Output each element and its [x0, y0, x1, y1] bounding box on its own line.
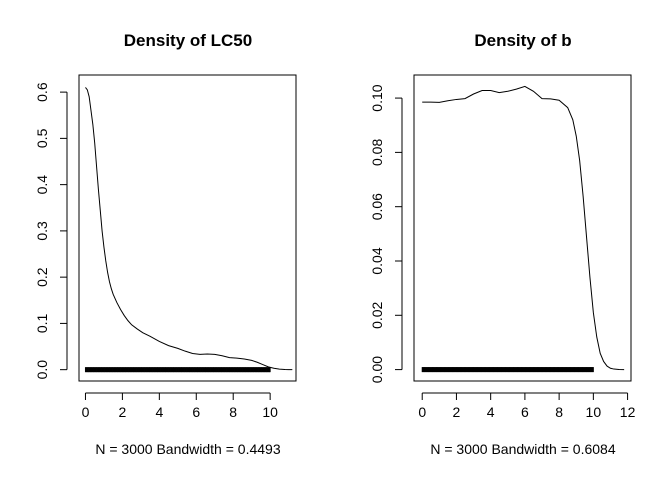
x-axis: 0 2 4 6 8 10	[82, 392, 278, 420]
x-tick-label: 2	[119, 404, 127, 420]
x-tick-label: 12	[620, 404, 636, 420]
rug-marks	[84, 367, 271, 373]
x-tick-label: 8	[555, 404, 563, 420]
x-axis-label: N = 3000 Bandwidth = 0.4493	[95, 441, 280, 457]
x-tick-label: 6	[521, 404, 529, 420]
density-curve	[422, 85, 625, 371]
x-tick-label: 8	[229, 404, 237, 420]
y-tick-label: 0.06	[369, 193, 385, 220]
x-tick-label: 4	[155, 404, 163, 420]
x-axis-label: N = 3000 Bandwidth = 0.6084	[430, 441, 615, 457]
x-tick-label: 10	[262, 404, 278, 420]
y-tick-label: 0.00	[369, 356, 385, 383]
x-tick-label: 0	[82, 404, 90, 420]
x-tick-label: 6	[192, 404, 200, 420]
density-curve	[85, 87, 293, 371]
chart-title: Density of LC50	[124, 31, 252, 50]
chart-title: Density of b	[474, 31, 571, 50]
x-tick-label: 0	[418, 404, 426, 420]
lc50-density-panel: Density of LC50 0 2 4 6 8 10 0.00.10.20.30.40…	[34, 31, 297, 457]
y-tick-label: 0.1	[34, 313, 50, 333]
plot-frame	[413, 74, 632, 382]
plot-frame	[78, 74, 297, 382]
x-tick-label: 2	[453, 404, 461, 420]
y-tick-label: 0.0	[34, 360, 50, 380]
y-tick-label: 0.02	[369, 301, 385, 328]
y-tick-label: 0.2	[34, 267, 50, 287]
x-tick-label: 10	[586, 404, 602, 420]
y-tick-label: 0.10	[369, 84, 385, 111]
y-axis: 0.0 0.1 0.2 0.3 0.4 0.5 0.6	[34, 82, 68, 380]
x-axis: 0 2 4 6 8 10 12	[418, 392, 636, 420]
y-tick-label: 0.4	[34, 175, 50, 195]
y-axis: 0.00 0.02 0.04 0.06 0.08 0.10	[369, 84, 403, 383]
rug-marks	[421, 367, 594, 373]
y-tick-label: 0.3	[34, 221, 50, 241]
y-tick-label: 0.6	[34, 82, 50, 102]
y-tick-label: 0.5	[34, 128, 50, 148]
b-density-panel: Density of b 0 2 4 6 8 10 12 0.000.020.040.060…	[369, 31, 636, 457]
x-tick-label: 4	[487, 404, 495, 420]
y-tick-label: 0.04	[369, 247, 385, 274]
y-tick-label: 0.08	[369, 139, 385, 166]
